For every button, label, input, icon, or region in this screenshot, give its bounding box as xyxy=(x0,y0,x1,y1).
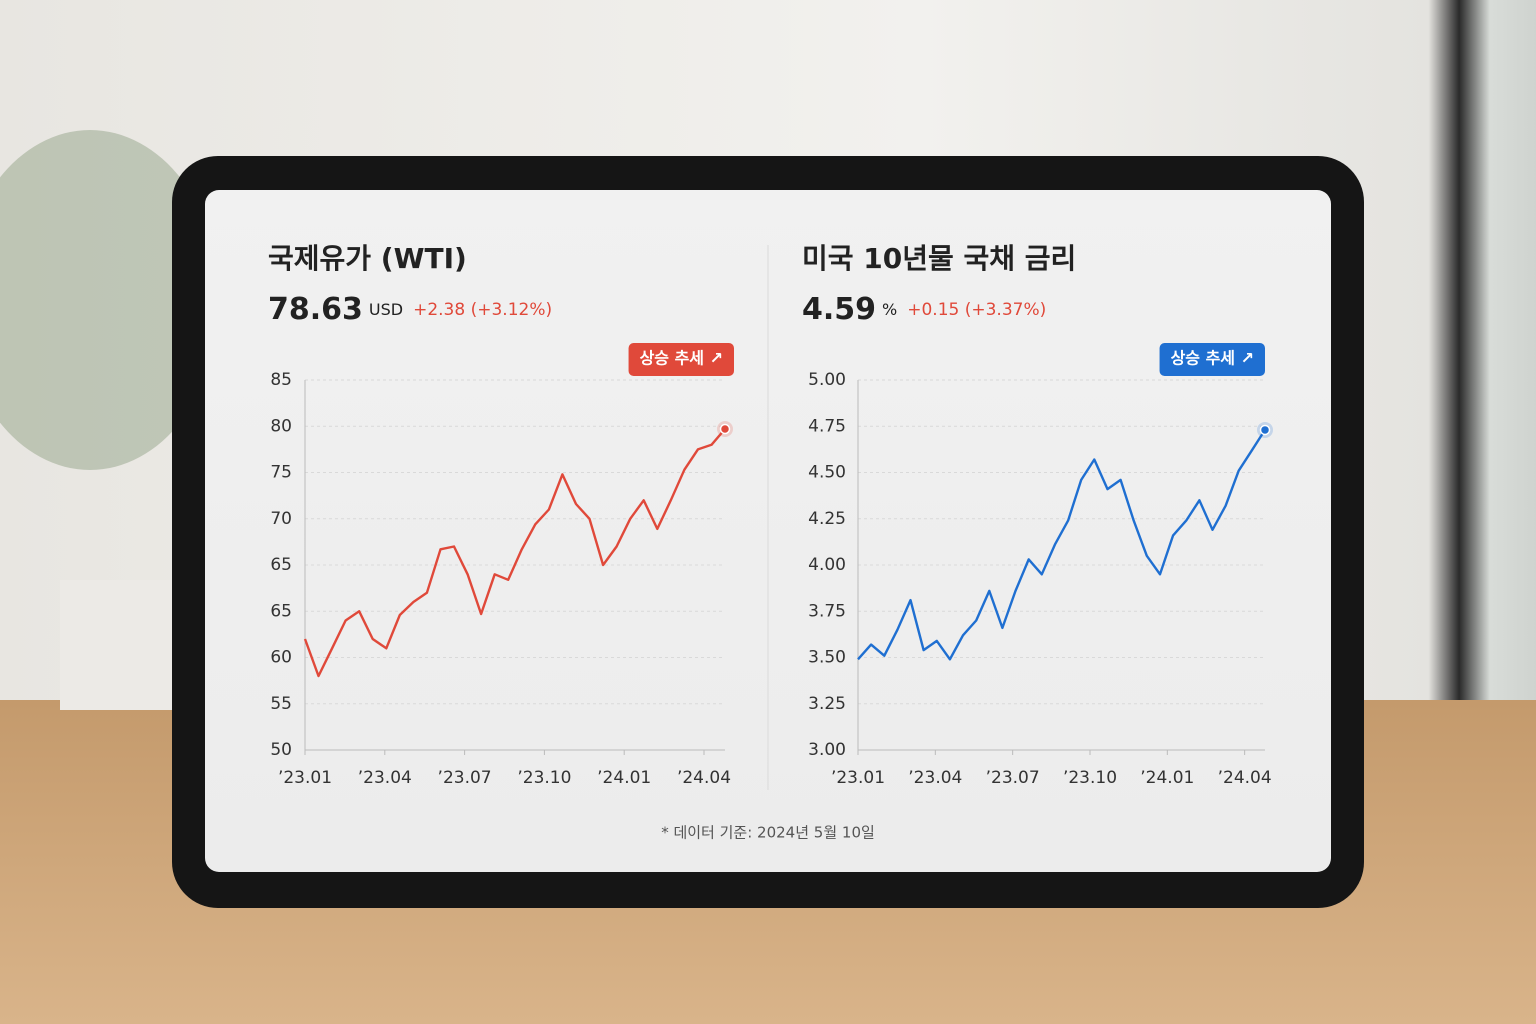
x-tick-label: ’23.01 xyxy=(278,768,332,788)
unit: % xyxy=(882,300,897,319)
y-tick-label: 3.25 xyxy=(808,694,846,714)
price: 78.63 xyxy=(268,292,363,327)
x-tick-label: ’23.01 xyxy=(831,768,885,788)
x-tick-label: ’24.04 xyxy=(1218,768,1272,788)
badge-label: 상승 추세 ↗ xyxy=(640,349,723,368)
change: +0.15 (+3.37%) xyxy=(907,300,1046,320)
line xyxy=(303,428,726,678)
y-tick-label: 4.00 xyxy=(808,555,846,575)
headline: 78.63 USD +2.38 (+3.12%) xyxy=(268,292,552,327)
y-tick-label: 55 xyxy=(270,694,292,714)
y-tick-label: 5.00 xyxy=(808,370,846,390)
pot xyxy=(60,580,180,710)
x-tick-label: ’23.10 xyxy=(1063,768,1117,788)
chart-title: 국제유가 (WTI) xyxy=(268,242,467,275)
x-tick-label: ’24.04 xyxy=(677,768,731,788)
y-tick-label: 3.75 xyxy=(808,601,846,621)
x-tick-label: ’23.04 xyxy=(358,768,412,788)
chart-title: 미국 10년물 국채 금리 xyxy=(802,242,1076,275)
y-tick-label: 65 xyxy=(270,555,292,575)
end-dot xyxy=(1259,424,1271,436)
y-tick-label: 3.50 xyxy=(808,648,846,668)
price: 4.59 xyxy=(802,292,876,327)
line xyxy=(857,429,1267,661)
end-dot xyxy=(719,423,731,435)
unit: USD xyxy=(369,300,403,319)
change: +2.38 (+3.12%) xyxy=(413,300,552,320)
badge xyxy=(1159,343,1265,376)
y-tick-label: 4.75 xyxy=(808,416,846,436)
headline: 4.59% +0.15 (+3.37%) xyxy=(802,292,1046,327)
x-tick-label: ’23.07 xyxy=(986,768,1040,788)
y-tick-label: 70 xyxy=(270,509,292,529)
y-tick-label: 85 xyxy=(270,370,292,390)
y-tick-label: 4.50 xyxy=(808,463,846,483)
y-tick-label: 75 xyxy=(270,463,292,483)
footnote: * 데이터 기준: 2024년 5월 10일 xyxy=(661,824,875,842)
y-tick-label: 65 xyxy=(270,601,292,621)
x-tick-label: ’24.01 xyxy=(597,768,651,788)
y-tick-label: 60 xyxy=(270,648,292,668)
x-tick-label: ’23.07 xyxy=(438,768,492,788)
badge-label: 상승 추세 ↗ xyxy=(1171,349,1254,368)
y-tick-label: 3.00 xyxy=(808,740,846,760)
x-tick-label: ’24.01 xyxy=(1140,768,1194,788)
y-tick-label: 80 xyxy=(270,416,292,436)
y-tick-label: 50 xyxy=(270,740,292,760)
x-tick-label: ’23.10 xyxy=(517,768,571,788)
y-tick-label: 4.25 xyxy=(808,509,846,529)
plant xyxy=(0,130,220,470)
badge xyxy=(628,343,734,376)
x-tick-label: ’23.04 xyxy=(908,768,962,788)
